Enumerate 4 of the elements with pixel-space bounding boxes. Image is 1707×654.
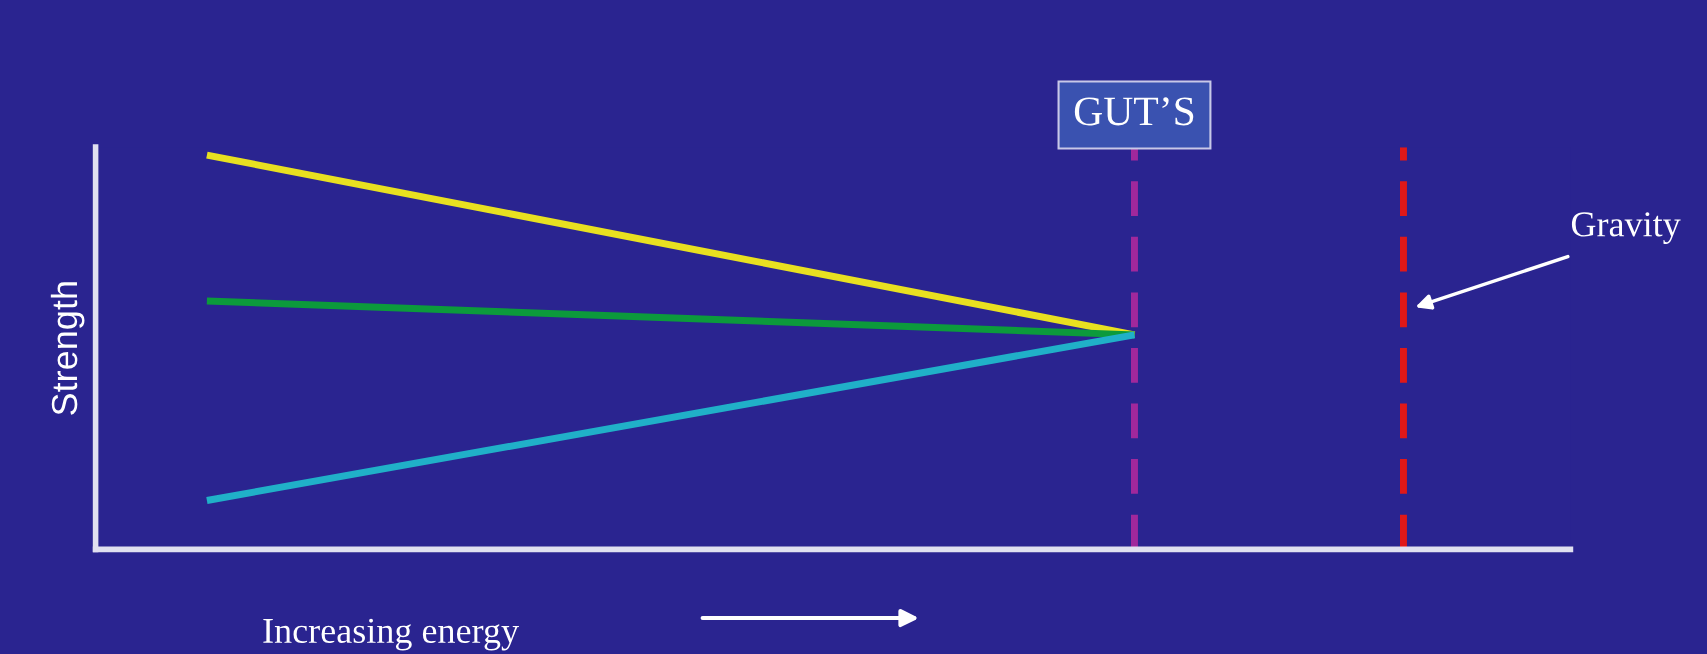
x-axis-title: Increasing energy [263,618,519,651]
text: GUT’S [1074,97,1194,126]
y-axis-title: Strength [50,282,85,415]
text: Gravity [1571,212,1681,244]
